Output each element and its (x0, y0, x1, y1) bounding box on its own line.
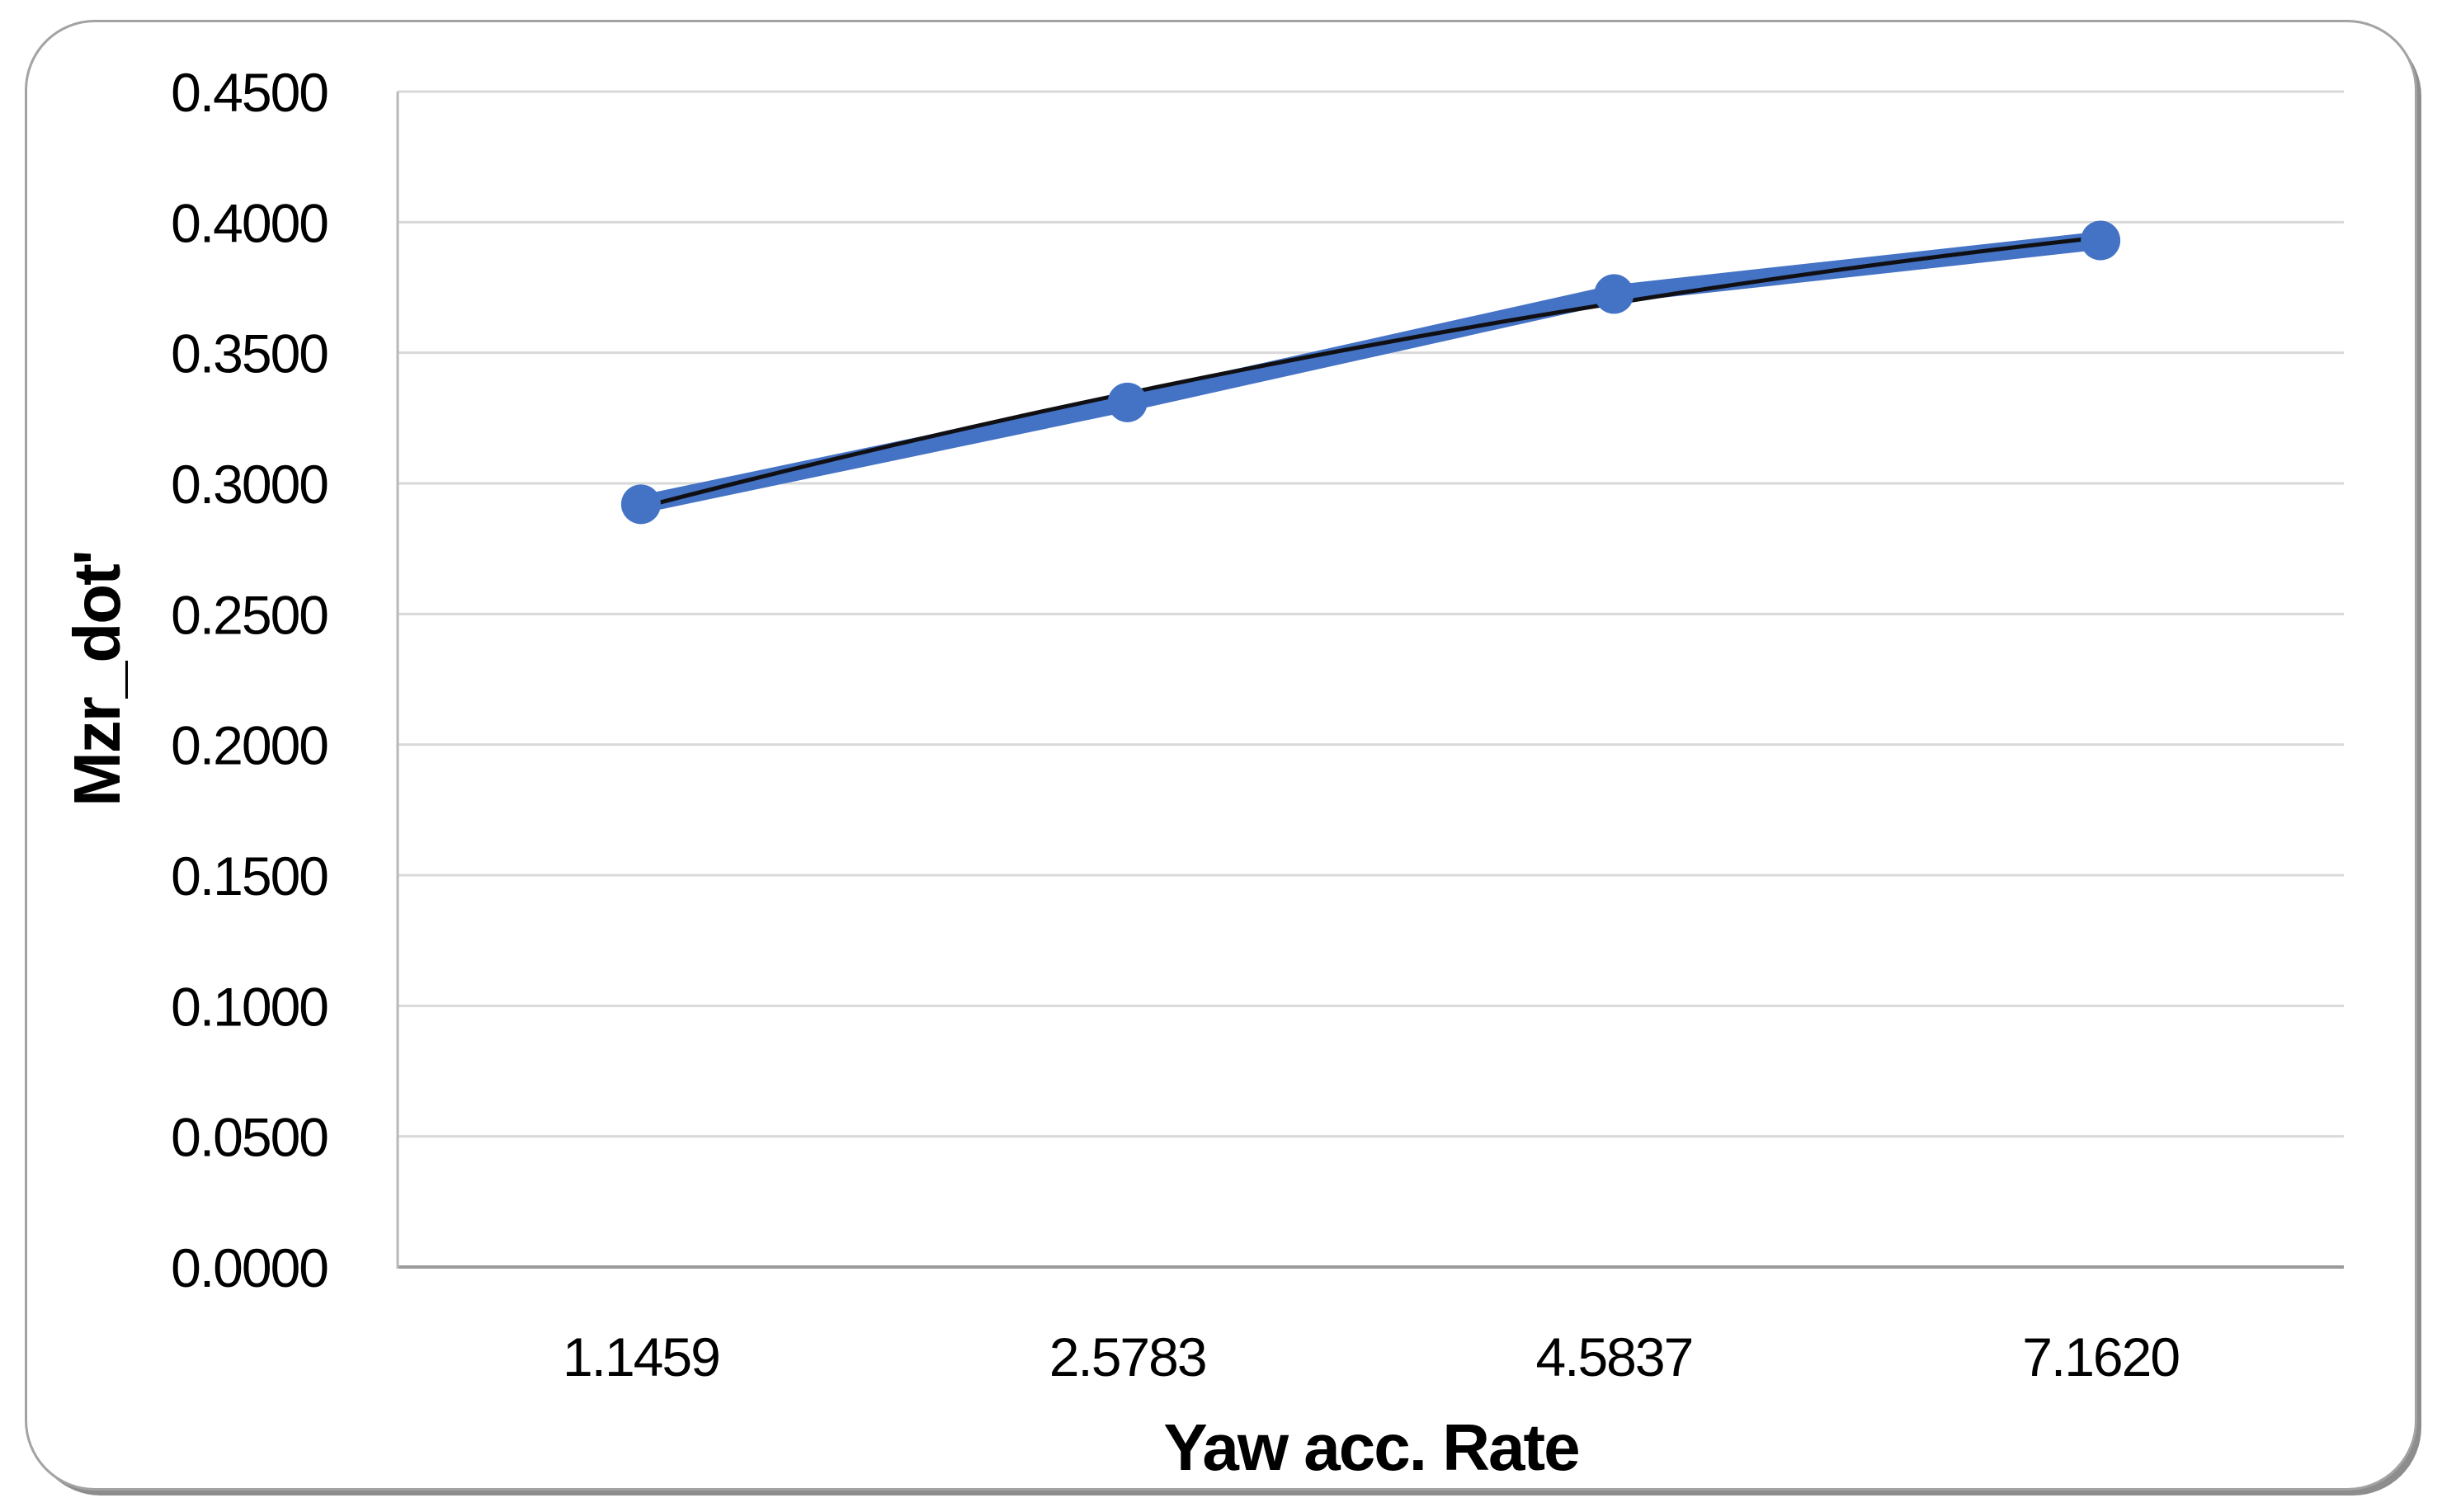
y-tick-label: 0.2500 (171, 584, 328, 645)
y-tick-label: 0.4500 (171, 62, 328, 123)
y-tick-label: 0.1000 (171, 976, 328, 1037)
x-tick-label: 7.1620 (2022, 1326, 2179, 1387)
y-tick-label: 0.3000 (171, 454, 328, 515)
y-tick-label: 0.1500 (171, 845, 328, 907)
data-point-marker (620, 484, 661, 525)
data-point-marker (2081, 220, 2121, 261)
y-tick-label: 0.3500 (171, 323, 328, 384)
y-axis-title: Mzr_dot' (60, 551, 134, 807)
trendline (639, 235, 2103, 510)
x-tick-label: 1.1459 (563, 1326, 719, 1387)
x-axis-title: Yaw acc. Rate (1163, 1411, 1580, 1484)
data-point-marker (1107, 382, 1148, 422)
chart-area-border (25, 20, 2417, 1491)
y-tick-label: 0.4000 (171, 192, 328, 253)
y-tick-label: 0.0500 (171, 1107, 328, 1168)
y-tick-label: 0.0000 (171, 1237, 328, 1298)
series-line (631, 231, 2110, 514)
y-tick-label: 0.2000 (171, 715, 328, 776)
x-tick-label: 2.5783 (1049, 1326, 1206, 1387)
data-point-marker (1594, 274, 1634, 314)
x-tick-label: 4.5837 (1535, 1326, 1692, 1387)
